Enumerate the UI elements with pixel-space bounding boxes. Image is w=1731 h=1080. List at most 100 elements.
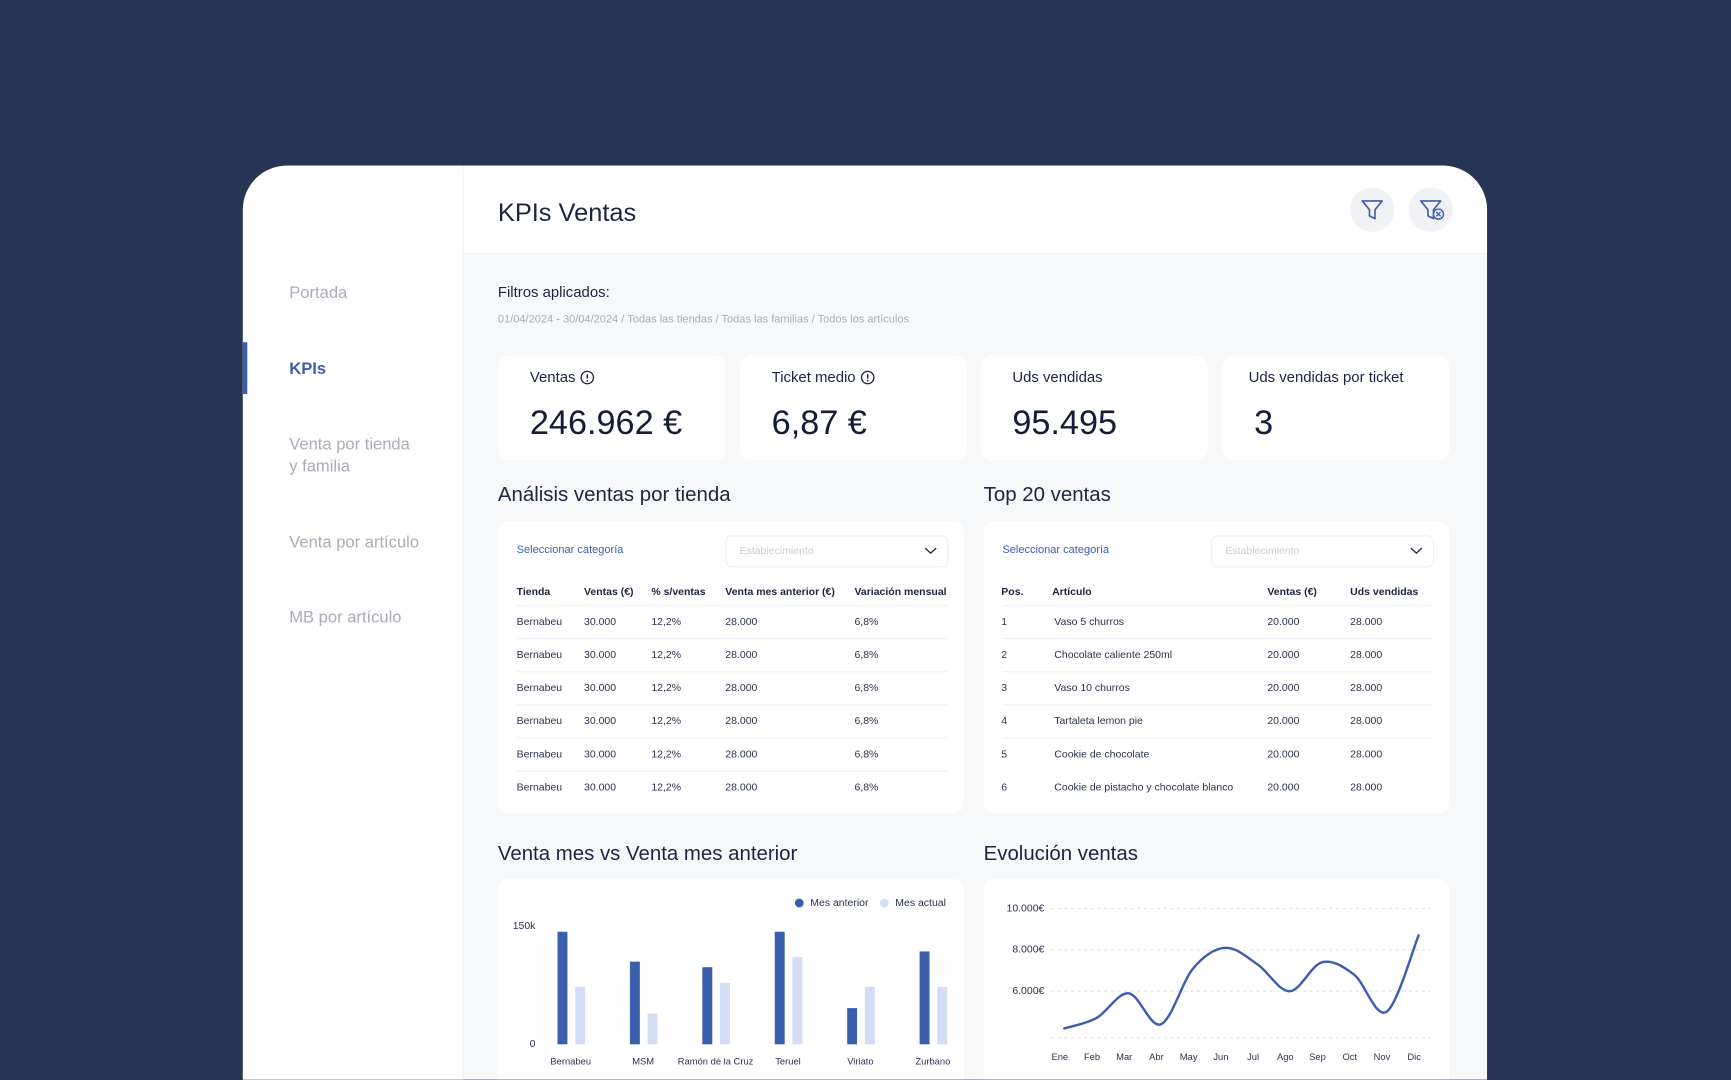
nav-active-indicator (242, 342, 248, 395)
table-cell: 28.000 (725, 748, 758, 761)
kpi-card (497, 355, 726, 461)
table-card (497, 521, 964, 814)
bar (847, 1008, 858, 1045)
table-cell: Bernabeu (516, 616, 563, 629)
bar (557, 931, 568, 1045)
x-tick-label: Nov (1374, 1052, 1391, 1062)
bar (792, 956, 803, 1045)
x-tick-label: MSM (632, 1056, 654, 1066)
table-cell: 6,8% (854, 682, 879, 695)
table-cell: Cookie de chocolate (1054, 748, 1150, 761)
table-cell: 20.000 (1267, 715, 1300, 728)
bar (575, 986, 586, 1045)
table-cell: 12,2% (651, 748, 682, 761)
column-header: Tienda (516, 586, 551, 599)
section-title: Venta mes vs Venta mes anterior (498, 843, 798, 865)
row-divider (516, 770, 948, 772)
row-divider (516, 671, 948, 673)
table-cell: 28.000 (725, 649, 758, 662)
table-cell: 30.000 (583, 748, 617, 761)
bar (647, 1013, 658, 1045)
table-cell: 6,8% (854, 781, 879, 794)
table-cell: 28.000 (725, 682, 758, 695)
table-cell: 20.000 (1267, 649, 1300, 662)
bar (702, 967, 713, 1045)
dropdown-placeholder: Establecimiento (1225, 545, 1300, 558)
table-cell: 12,2% (651, 682, 682, 695)
dropdown-chevron (1410, 547, 1423, 554)
column-header: Ventas (€) (1267, 586, 1317, 599)
table-cell: Cookie de pistacho y chocolate blanco (1054, 781, 1234, 794)
table-cell: 28.000 (725, 781, 758, 794)
table-cell: 28.000 (1350, 748, 1383, 761)
nav-item[interactable]: Venta por artículo (289, 533, 420, 552)
dropdown[interactable] (1211, 535, 1435, 568)
section-title: Top 20 ventas (983, 482, 1111, 506)
clear-filter-button[interactable] (1408, 187, 1453, 232)
table-cell: 20.000 (1267, 781, 1300, 794)
legend-swatch (794, 898, 804, 908)
header (463, 165, 1488, 254)
column-header: Variación mensual (854, 586, 947, 599)
row-divider (516, 638, 948, 640)
column-header: Pos. (1001, 586, 1024, 599)
nav-item[interactable]: Portada (289, 283, 348, 303)
dropdown[interactable] (725, 535, 949, 568)
info-icon[interactable] (860, 370, 875, 385)
table-cell: Tartaleta lemon pie (1054, 715, 1143, 728)
table-cell: 12,2% (651, 649, 682, 662)
column-header: Uds vendidas (1350, 586, 1419, 599)
kpi-card (739, 355, 968, 461)
bar (720, 982, 730, 1045)
table-cell: 30.000 (583, 715, 617, 728)
x-tick-label: Mar (1116, 1052, 1132, 1062)
x-tick-label: Oct (1342, 1052, 1357, 1062)
bar (774, 931, 785, 1045)
table-cell: 28.000 (1350, 616, 1383, 629)
table-cell: 30.000 (583, 781, 617, 794)
legend-label: Mes anterior (810, 898, 869, 909)
bar (864, 986, 875, 1045)
table-cell: Bernabeu (516, 715, 563, 728)
table-cell: 6 (1001, 781, 1008, 794)
kpi-value: 95.495 (1012, 402, 1118, 442)
x-tick-label: Jun (1213, 1052, 1228, 1062)
table-cell: 20.000 (1267, 616, 1300, 629)
table-cell: 28.000 (1350, 649, 1383, 662)
x-tick-label: May (1180, 1052, 1198, 1062)
filter-buttons (1350, 187, 1453, 232)
table-cell: 28.000 (725, 616, 758, 629)
header-divider (1002, 604, 1433, 607)
filter-button[interactable] (1350, 187, 1395, 232)
column-header: % s/ventas (651, 586, 706, 599)
nav-item[interactable]: KPIs (289, 359, 327, 379)
x-tick-label: Sep (1309, 1052, 1326, 1062)
bar (937, 986, 948, 1045)
table-cell: 28.000 (725, 715, 758, 728)
info-circle (580, 370, 595, 385)
x-tick-label: Teruel (775, 1056, 801, 1066)
table-cell: Vaso 10 churros (1054, 682, 1130, 695)
kpi-label: Uds vendidas (1012, 368, 1103, 386)
legend-swatch (879, 898, 889, 908)
table-cell: 30.000 (583, 649, 617, 662)
nav-item[interactable]: MB por artículo (289, 608, 402, 628)
kpi-label: Ticket medio (771, 368, 856, 386)
column-header: Venta mes anterior (€) (725, 586, 835, 599)
chart-card (983, 878, 1450, 1080)
table-cell: 1 (1001, 616, 1008, 629)
info-dot (586, 379, 589, 382)
table-cell: 12,2% (651, 616, 682, 629)
kpi-value: 6,87 € (771, 402, 867, 442)
section-title: Evolución ventas (984, 843, 1138, 865)
filters-label: Filtros aplicados: (497, 283, 610, 301)
nav-item[interactable]: Venta por tienda y familia (289, 434, 410, 476)
info-icon[interactable] (580, 370, 595, 385)
category-select-label[interactable]: Seleccionar categoría (516, 544, 624, 557)
category-select-label[interactable]: Seleccionar categoría (1002, 544, 1110, 557)
x-tick-label: Zurbano (915, 1056, 950, 1066)
table-cell: 6,8% (854, 748, 879, 761)
kpi-label: Uds vendidas por ticket (1248, 368, 1404, 386)
